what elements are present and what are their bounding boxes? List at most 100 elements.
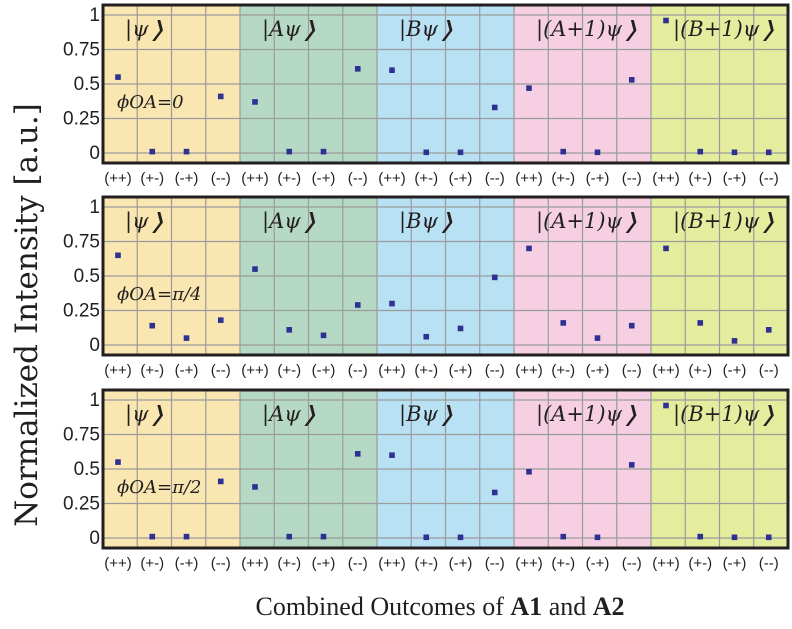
data-point-1-2	[149, 148, 156, 155]
outcome-label: (+-)	[551, 555, 575, 572]
outcome-label: (--)	[348, 170, 368, 187]
data-point-1-12	[491, 104, 498, 111]
x-axis-label: Combined Outcomes of A1 and A2	[90, 592, 790, 622]
y-tick-label: 1	[89, 390, 100, 411]
data-point-3-6	[286, 533, 293, 540]
data-point-1-17	[663, 17, 669, 24]
y-axis-label-text: Normalized Intensity [a.u.]	[9, 102, 45, 527]
y-tick-label: 1	[89, 5, 100, 26]
outcome-label: (+-)	[688, 555, 712, 572]
state-label-2: |Aψ❭	[262, 17, 318, 42]
outcome-label: (--)	[622, 555, 642, 572]
outcome-label: (++)	[515, 170, 543, 187]
data-point-2-11	[457, 325, 464, 332]
outcome-label: (-+)	[175, 170, 199, 187]
data-point-3-1	[115, 459, 121, 465]
outcome-label: (--)	[211, 362, 231, 379]
outcome-label: (--)	[348, 362, 368, 379]
y-tick-label: 0.75	[63, 40, 100, 61]
x-axis-label-a2: A2	[592, 592, 625, 621]
state-label-4: |(A+1)ψ❭	[536, 402, 640, 427]
outcome-label: (+-)	[414, 362, 438, 379]
data-point-3-13	[526, 468, 532, 475]
data-point-1-20	[765, 149, 772, 156]
y-tick-label: 0.75	[63, 425, 100, 446]
outcome-label: (++)	[378, 170, 406, 187]
data-point-1-6	[286, 148, 293, 155]
outcome-label: (-+)	[723, 555, 747, 572]
y-tick-label: 0.5	[74, 74, 100, 95]
outcome-label: (+-)	[688, 362, 712, 379]
y-tick-label: 0.25	[63, 301, 100, 322]
outcome-label: (++)	[241, 170, 269, 187]
panel-frame-1	[101, 3, 790, 165]
outcome-label: (++)	[378, 362, 406, 379]
data-point-3-16	[628, 462, 635, 468]
data-point-3-15	[594, 534, 601, 541]
outcome-label: (-+)	[312, 555, 336, 572]
outcome-label: (++)	[104, 170, 132, 187]
data-point-1-7	[320, 148, 327, 155]
state-label-5: |(B+1)ψ❭	[673, 402, 777, 427]
phase-label-2: ϕOA=π/4	[117, 284, 201, 305]
outcome-label: (-+)	[312, 170, 336, 187]
data-point-2-12	[491, 274, 498, 281]
data-point-3-19	[731, 534, 738, 541]
data-point-2-2	[149, 322, 156, 329]
y-tick-label: 0.25	[63, 109, 100, 130]
outcome-label: (++)	[104, 555, 132, 572]
state-label-3: |Bψ❭	[399, 17, 456, 42]
data-point-3-17	[663, 402, 669, 409]
y-tick-label: 1	[89, 197, 100, 218]
outcome-label: (+-)	[140, 362, 164, 379]
x-axis-label-prefix: Combined Outcomes of	[255, 592, 511, 621]
outcome-label: (+-)	[551, 170, 575, 187]
outcome-label: (+-)	[277, 170, 301, 187]
data-point-3-9	[389, 452, 395, 458]
outcome-label: (--)	[485, 362, 505, 379]
outcome-label: (+-)	[551, 362, 575, 379]
outcome-label: (--)	[759, 555, 779, 572]
outcome-label: (-+)	[723, 362, 747, 379]
outcome-label: (--)	[211, 170, 231, 187]
data-point-1-18	[697, 148, 704, 155]
outcome-label: (++)	[104, 362, 132, 379]
x-axis-label-joiner: and	[542, 592, 593, 621]
data-point-1-10	[423, 149, 430, 156]
outcome-label: (-+)	[586, 555, 610, 572]
outcome-label: (-+)	[175, 362, 199, 379]
data-point-2-10	[423, 333, 430, 340]
data-point-2-18	[697, 320, 704, 326]
data-point-2-1	[115, 252, 121, 259]
data-point-3-12	[491, 489, 498, 496]
data-point-1-14	[560, 148, 567, 155]
panel-frame-2	[101, 195, 790, 357]
data-point-3-10	[423, 534, 430, 541]
state-label-3: |Bψ❭	[399, 402, 456, 427]
data-point-3-7	[320, 533, 327, 540]
outcome-label: (-+)	[723, 170, 747, 187]
outcome-label: (--)	[759, 362, 779, 379]
data-point-2-6	[286, 327, 293, 333]
outcome-label: (--)	[485, 555, 505, 572]
data-point-1-5	[252, 99, 258, 105]
data-point-1-13	[526, 85, 532, 91]
data-point-2-3	[183, 335, 190, 341]
state-label-2: |Aψ❭	[262, 209, 318, 234]
data-point-3-14	[560, 533, 567, 540]
outcome-label: (+-)	[414, 555, 438, 572]
data-point-2-20	[765, 327, 772, 333]
outcome-label: (++)	[652, 362, 680, 379]
outcome-label: (-+)	[312, 362, 336, 379]
state-label-1: |ψ❭	[125, 17, 166, 42]
outcome-label: (-+)	[449, 170, 473, 187]
data-point-1-11	[457, 149, 464, 156]
y-tick-label: 0	[89, 528, 100, 549]
data-point-1-1	[115, 74, 121, 80]
data-point-2-17	[663, 245, 669, 252]
state-label-1: |ψ❭	[125, 402, 166, 427]
data-point-2-19	[731, 338, 738, 344]
outcome-label: (--)	[211, 555, 231, 572]
x-axis-label-a1: A1	[510, 592, 543, 621]
